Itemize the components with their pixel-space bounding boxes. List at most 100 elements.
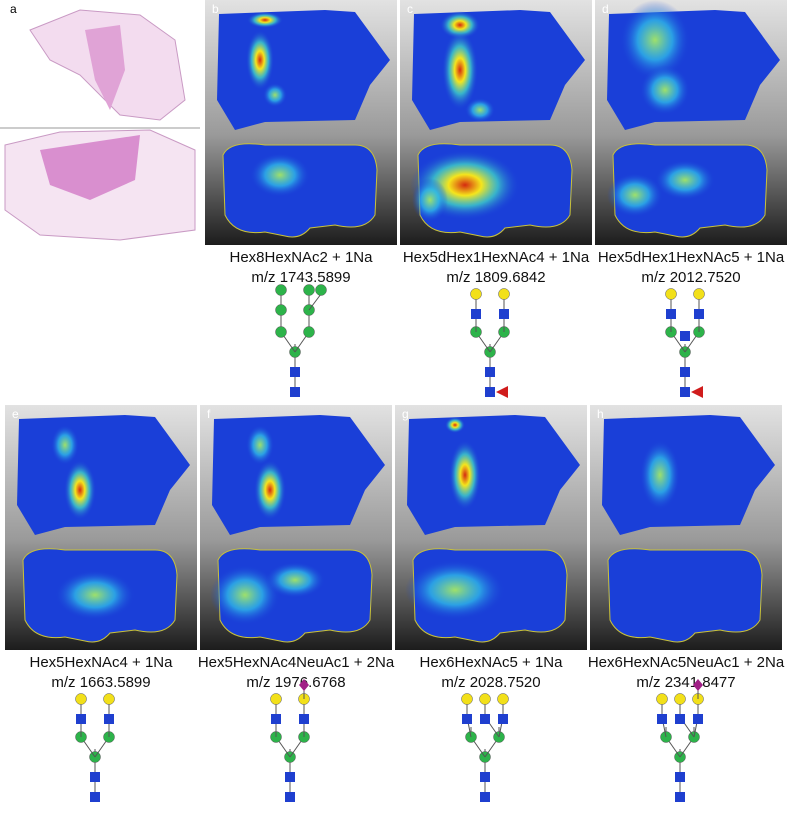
tissue-top [602, 415, 775, 535]
heatmap-panel: h [590, 405, 782, 650]
hotspot [55, 570, 135, 620]
hotspot [640, 440, 680, 510]
glycan-mannose [275, 326, 287, 338]
glycan-glcnac [680, 387, 690, 397]
glycan-name: Hex6HexNAc5NeuAc1 + 2Na [588, 654, 785, 671]
glycan-glcnac [480, 792, 490, 802]
glycan-galactose [479, 693, 491, 705]
panel-letter: h [597, 407, 604, 421]
glycan-galactose [470, 288, 482, 300]
glycan [470, 288, 510, 398]
panel-letter: e [12, 407, 19, 421]
glycan [665, 288, 705, 398]
glycan-name: Hex8HexNAc2 + 1Na [230, 249, 374, 266]
glycan-name: Hex5HexNAc4 + 1Na [30, 654, 174, 671]
panel-letter: b [212, 2, 219, 16]
glycan-glcnac [290, 367, 300, 377]
hotspot [440, 11, 480, 39]
glycan-glcnac [498, 714, 508, 724]
glycan-name: Hex5HexNAc4NeuAc1 + 2Na [198, 654, 395, 671]
panel-letter: d [602, 2, 609, 16]
hotspot [442, 30, 478, 110]
glycan-name: Hex6HexNAc5 + 1Na [420, 654, 564, 671]
hotspot [247, 12, 283, 28]
glycan-galactose [656, 693, 668, 705]
glycan-name: Hex5dHex1HexNAc4 + 1Na [403, 249, 590, 266]
glycan-glcnac [285, 772, 295, 782]
hotspot [405, 560, 505, 620]
glycan-mz: m/z 2012.7520 [641, 269, 740, 286]
glycan-glcnac [499, 309, 509, 319]
glycan-mannose [275, 284, 287, 296]
panel-letter: g [402, 407, 409, 421]
glycan-mz: m/z 1976.6768 [246, 674, 345, 691]
glycan [656, 679, 704, 802]
glycan-galactose [693, 288, 705, 300]
glycan-mz: m/z 1663.5899 [51, 674, 150, 691]
glycan-fucose [496, 386, 508, 398]
glycan-sialic [299, 679, 309, 691]
glycan-glcnac [471, 309, 481, 319]
hotspot [263, 83, 287, 107]
hotspot [412, 178, 448, 222]
glycan-glcnac [90, 772, 100, 782]
glycan-glcnac [485, 367, 495, 377]
hotspot [265, 562, 325, 598]
glycan-mz: m/z 1743.5899 [251, 269, 350, 286]
glycan-glcnac [694, 309, 704, 319]
hotspot [607, 173, 663, 217]
hotspot [246, 30, 274, 90]
heatmap-panel: g [395, 405, 587, 650]
glycan-glcnac [675, 792, 685, 802]
glycan-glcnac [271, 714, 281, 724]
panel-letter: f [207, 407, 211, 421]
glycan-glcnac [76, 714, 86, 724]
heatmap-panel: d [595, 0, 787, 245]
glycan-mannose [303, 326, 315, 338]
hotspot [64, 460, 96, 520]
glycan-galactose [497, 693, 509, 705]
hotspot [449, 440, 481, 510]
glycan-galactose [498, 288, 510, 300]
glycan-glcnac [290, 387, 300, 397]
hotspot [445, 417, 465, 433]
glycan-mannose [315, 284, 327, 296]
hotspot [51, 425, 79, 465]
hotspot [640, 65, 690, 115]
heatmap-panel: c [400, 0, 592, 245]
hotspot [655, 160, 715, 200]
glycan-glcnac [480, 714, 490, 724]
hotspot [465, 98, 495, 122]
glycan-galactose [665, 288, 677, 300]
glycan-mz: m/z 2341.8477 [636, 674, 735, 691]
glycan-glcnac [693, 714, 703, 724]
panel-a: a [0, 0, 200, 245]
glycan [461, 693, 509, 802]
tissue-top [407, 415, 580, 535]
panel-letter: a [10, 2, 17, 16]
glycan-glcnac [480, 772, 490, 782]
glycan-mz: m/z 2028.7520 [441, 674, 540, 691]
glycan-mannose [303, 284, 315, 296]
glycan-name: Hex5dHex1HexNAc5 + 1Na [598, 249, 785, 266]
glycan-glcnac [104, 714, 114, 724]
glycan-glcnac [299, 714, 309, 724]
glycan [275, 284, 327, 397]
glycan-galactose [103, 693, 115, 705]
glycan-glcnac [462, 714, 472, 724]
glycan-galactose [75, 693, 87, 705]
tissue-bottom [607, 548, 763, 643]
heatmap-panel: b [205, 0, 397, 245]
glycan-glcnac [657, 714, 667, 724]
hotspot [210, 565, 280, 625]
glycan-bond [308, 293, 322, 311]
glycan-glcnac [666, 309, 676, 319]
hotspot [620, 0, 690, 80]
glycan-mz: m/z 1809.6842 [446, 269, 545, 286]
glycan-mannose [275, 304, 287, 316]
hotspot [246, 425, 274, 465]
heatmap-panel: e [5, 405, 197, 650]
glycan-glcnac [675, 714, 685, 724]
heatmap-panel: f [200, 405, 392, 650]
